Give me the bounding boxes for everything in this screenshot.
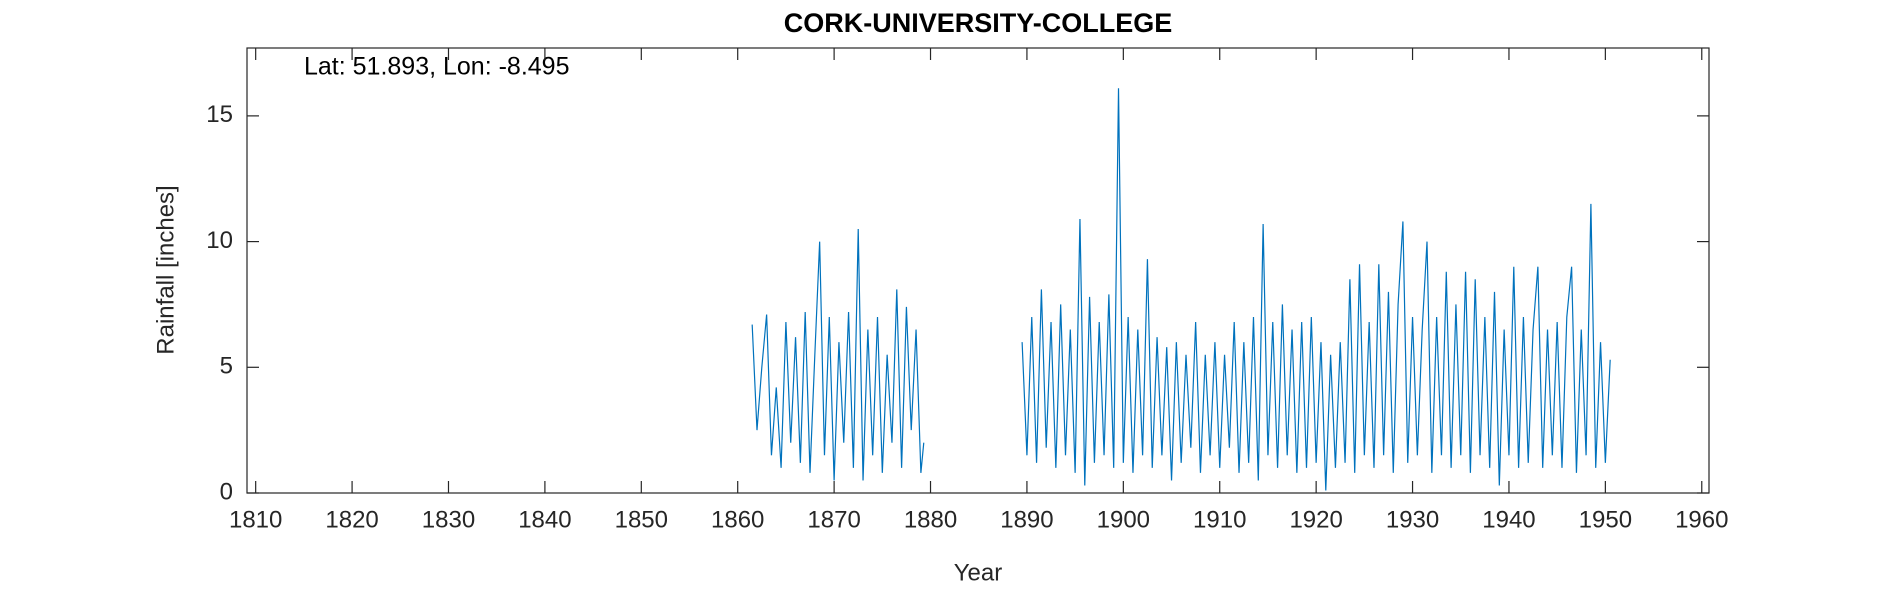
x-tick-label: 1850 xyxy=(615,506,668,533)
rainfall-line xyxy=(751,88,1611,491)
x-tick-label: 1950 xyxy=(1579,506,1632,533)
y-axis-label: Rainfall [inches] xyxy=(152,185,179,354)
annotation: Lat: 51.893, Lon: -8.495 xyxy=(304,53,570,81)
x-tick-label: 1830 xyxy=(422,506,475,533)
x-tick-label: 1900 xyxy=(1097,506,1150,533)
x-tick-label: 1940 xyxy=(1482,506,1535,533)
x-tick-label: 1820 xyxy=(325,506,378,533)
y-tick-label: 0 xyxy=(220,478,233,505)
x-tick-label: 1930 xyxy=(1386,506,1439,533)
plot-box xyxy=(246,47,1710,494)
x-tick-label: 1880 xyxy=(904,506,957,533)
y-tick-label: 15 xyxy=(206,101,233,128)
x-tick-label: 1920 xyxy=(1289,506,1342,533)
x-tick-label: 1890 xyxy=(1000,506,1053,533)
x-tick-label: 1810 xyxy=(229,506,282,533)
x-tick-label: 1910 xyxy=(1193,506,1246,533)
x-tick-label: 1840 xyxy=(518,506,571,533)
x-axis-label: Year xyxy=(954,559,1003,586)
y-tick-label: 5 xyxy=(220,353,233,380)
chart-title: CORK-UNIVERSITY-COLLEGE xyxy=(784,8,1173,38)
x-tick-label: 1870 xyxy=(807,506,860,533)
x-tick-label: 1960 xyxy=(1675,506,1728,533)
y-tick-label: 10 xyxy=(206,227,233,254)
x-tick-label: 1860 xyxy=(711,506,764,533)
